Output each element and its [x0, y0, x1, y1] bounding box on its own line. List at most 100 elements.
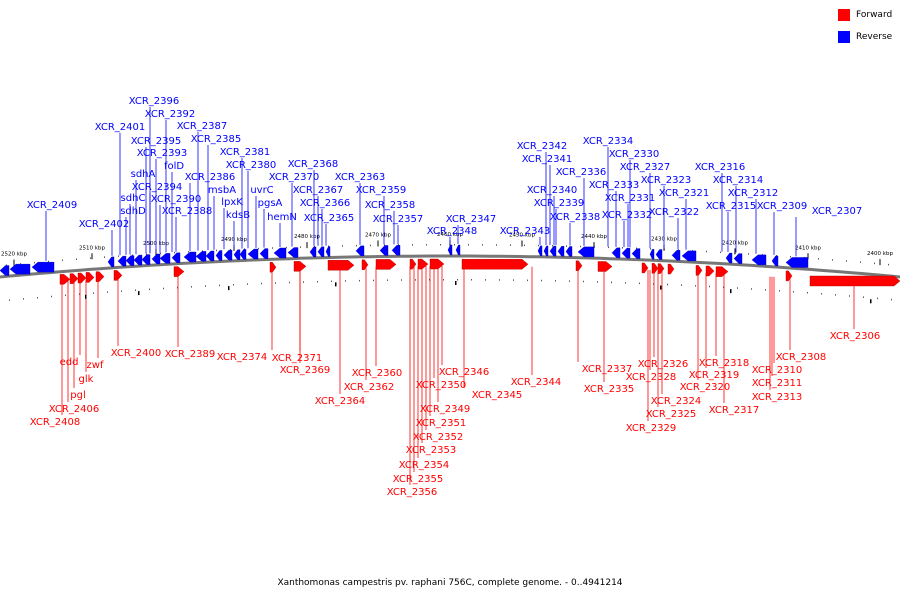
gene-label-xcr-2309: XCR_2309 [757, 201, 807, 255]
gene-label-xcr-2329: XCR_2329 [626, 270, 676, 434]
minor-tick [790, 255, 791, 258]
reverse-gene-arrow [183, 251, 197, 263]
gene-name: XCR_2357 [373, 214, 424, 225]
gene-label-xcr-2307: XCR_2307 [795, 206, 862, 257]
minor-tick [303, 281, 304, 283]
reverse-gene-arrow [107, 256, 115, 268]
gene-name: XCR_2332 [602, 210, 653, 221]
gene-name: pgsA [258, 198, 283, 209]
gene-name: msbA [208, 185, 236, 196]
minor-tick [849, 295, 850, 297]
minor-tick [681, 284, 682, 286]
gene-name: XCR_2389 [165, 349, 216, 360]
legend: Forward Reverse [838, 8, 898, 52]
gene-name: XCR_2333 [589, 180, 640, 191]
gene-label-xcr-2328: XCR_2328 [626, 270, 677, 383]
reverse-gene-arrow [565, 246, 573, 257]
minor-tick [552, 245, 553, 247]
gene-label-sdha: sdhA [131, 169, 156, 255]
minor-tick [104, 256, 105, 258]
forward-gene-arrow [85, 272, 95, 283]
gene-label-xcr-2334: XCR_2334 [583, 136, 633, 247]
minor-tick [289, 281, 290, 284]
gene-label-xcr-2392: XCR_2392 [145, 109, 195, 253]
minor-tick [373, 279, 374, 282]
gene-name: XCR_2395 [131, 136, 182, 147]
forward-gene-arrow [785, 270, 793, 282]
minor-tick [51, 295, 52, 298]
gene-label-xcr-2374: XCR_2374 [217, 269, 273, 363]
minor-tick [555, 280, 556, 282]
minor-tick [779, 290, 780, 292]
minor-tick [653, 283, 654, 285]
minor-tick [429, 279, 430, 281]
gene-label-xcr-2349: XCR_2349 [420, 266, 470, 415]
reverse-gene-arrow [681, 250, 697, 262]
gene-label-xcr-2402: XCR_2402 [79, 219, 129, 256]
minor-tick [580, 245, 581, 248]
minor-tick [499, 279, 500, 281]
minor-tick [401, 279, 402, 281]
gene-name: XCR_2328 [626, 372, 677, 383]
gene-name: XCR_2337 [582, 364, 633, 375]
gene-label-xcr-2308: XCR_2308 [776, 277, 826, 363]
scale-tick-label: 2450 kbp [509, 233, 535, 239]
forward-gene-arrow [173, 266, 185, 277]
gene-name: XCR_2336 [556, 167, 607, 178]
reverse-gene-arrow [223, 249, 233, 261]
gene-label-xcr-2339: XCR_2339 [534, 198, 584, 246]
gene-label-xcr-2342: XCR_2342 [517, 141, 567, 245]
gene-name: XCR_2390 [151, 194, 202, 205]
segment-marker [870, 299, 872, 304]
reverse-gene-arrow [455, 244, 461, 256]
minor-tick [23, 298, 24, 300]
minor-tick [664, 248, 665, 251]
gene-name: XCR_2401 [95, 122, 146, 133]
minor-tick [608, 246, 609, 249]
minor-tick [415, 279, 416, 281]
minor-tick [496, 244, 497, 246]
minor-tick [891, 298, 892, 301]
minor-tick [261, 282, 262, 285]
reverse-gene-arrow [355, 245, 365, 257]
gene-name: XCR_2341 [522, 154, 573, 165]
minor-tick [639, 282, 640, 285]
minor-tick [65, 294, 66, 297]
reverse-gene-arrow [239, 249, 247, 260]
forward-gene-arrow [657, 263, 665, 274]
forward-gene-arrow [809, 275, 900, 287]
minor-tick [258, 247, 259, 250]
gene-label-hemn: hemN [267, 212, 297, 247]
gene-label-xcr-2312: XCR_2312 [728, 188, 778, 254]
gene-label-xcr-2371: XCR_2371 [272, 268, 322, 364]
forward-gene-arrow [69, 273, 79, 284]
minor-tick [146, 253, 147, 256]
minor-tick [807, 291, 808, 294]
gene-label-xcr-2363: XCR_2363 [335, 172, 385, 245]
minor-tick [650, 248, 651, 250]
minor-tick [247, 283, 248, 285]
gene-name: XCR_2386 [185, 172, 236, 183]
gene-name: XCR_2319 [689, 370, 740, 381]
minor-tick [34, 261, 35, 264]
gene-name: XCR_2394 [132, 182, 183, 193]
gene-label-xcr-2358: XCR_2358 [365, 200, 415, 245]
minor-tick [597, 281, 598, 283]
reverse-gene-arrow [631, 248, 641, 259]
minor-tick [93, 292, 94, 294]
forward-gene-arrow [59, 274, 71, 285]
reverse-gene-arrow [151, 253, 161, 265]
gene-label-sdhc: sdhC [121, 193, 145, 255]
forward-gene-arrow [641, 262, 649, 274]
gene-name: XCR_2400 [111, 348, 162, 359]
gene-label-xcr-2341: XCR_2341 [522, 154, 573, 246]
reverse-swatch [838, 31, 850, 43]
gene-name: kdsB [226, 210, 250, 221]
gene-name: XCR_2320 [680, 382, 731, 393]
gene-label-xcr-2323: XCR_2323 [641, 175, 691, 249]
gene-name: XCR_2387 [177, 121, 228, 132]
reverse-gene-arrow [577, 246, 595, 258]
minor-tick [79, 293, 80, 295]
minor-tick [510, 244, 511, 246]
gene-label-xcr-2319: XCR_2319 [689, 272, 740, 381]
